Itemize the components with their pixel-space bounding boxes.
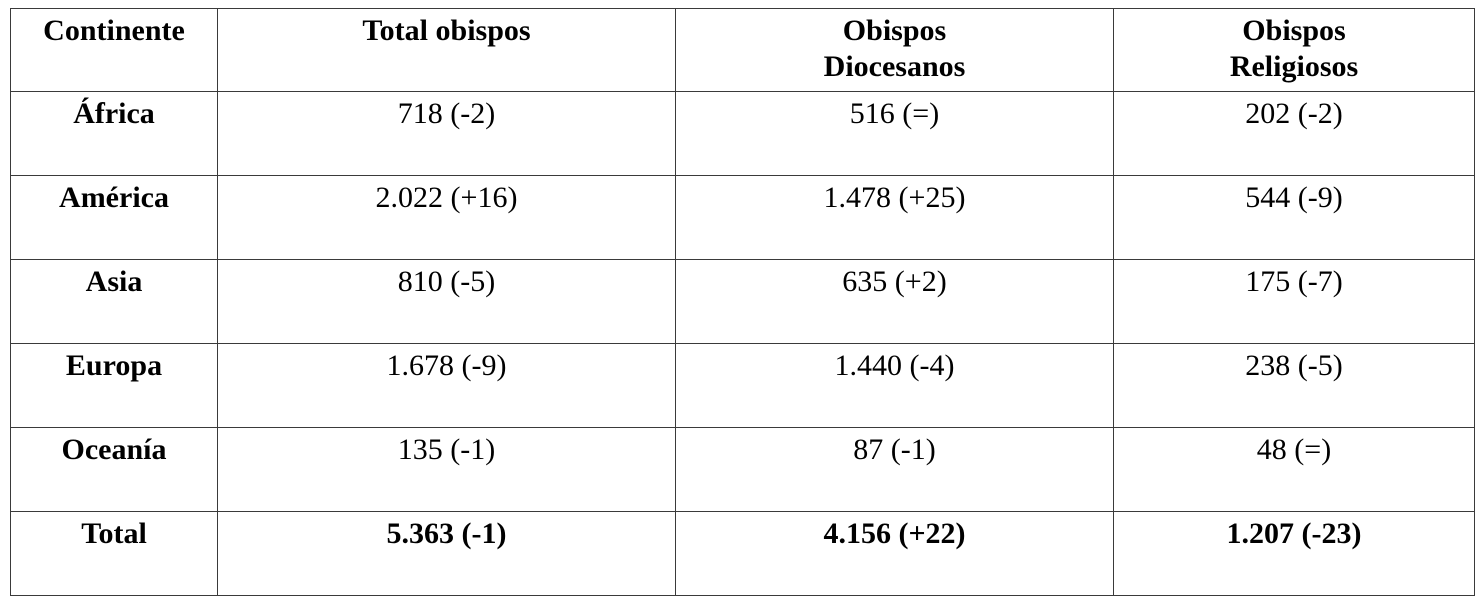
cell: 135 (-1): [217, 427, 676, 512]
cell: 635 (+2): [675, 259, 1114, 344]
row-label: África: [10, 91, 218, 176]
header-cell: Obispos Diocesanos: [675, 8, 1114, 92]
cell: 175 (-7): [1113, 259, 1475, 344]
cell: 1.678 (-9): [217, 343, 676, 428]
row-label: Total: [10, 511, 218, 596]
header-text: Obispos: [1242, 14, 1346, 47]
header-text: Diocesanos: [823, 50, 966, 83]
cell: 718 (-2): [217, 91, 676, 176]
row-label: Oceanía: [10, 427, 218, 512]
cell: 2.022 (+16): [217, 175, 676, 260]
cell: 202 (-2): [1113, 91, 1475, 176]
cell: 48 (=): [1113, 427, 1475, 512]
table-row: Asia 810 (-5) 635 (+2) 175 (-7): [10, 259, 1475, 344]
table-row: África 718 (-2) 516 (=) 202 (-2): [10, 91, 1475, 176]
row-label: Asia: [10, 259, 218, 344]
bishops-table: Continente Total obispos Obispos Diocesanos…: [10, 8, 1475, 596]
header-cell: Total obispos: [217, 8, 676, 92]
cell: 544 (-9): [1113, 175, 1475, 260]
header-cell: Obispos Religiosos: [1113, 8, 1475, 92]
cell: 5.363 (-1): [217, 511, 676, 596]
table-row: Oceanía 135 (-1) 87 (-1) 48 (=): [10, 427, 1475, 512]
cell: 516 (=): [675, 91, 1114, 176]
header-row: Continente Total obispos Obispos Diocesanos…: [10, 8, 1475, 92]
cell: 1.207 (-23): [1113, 511, 1475, 596]
header-cell: Continente: [10, 8, 218, 92]
cell: 1.478 (+25): [675, 175, 1114, 260]
header-text: Total obispos: [362, 14, 531, 47]
cell: 238 (-5): [1113, 343, 1475, 428]
table-header: Continente Total obispos Obispos Diocesanos…: [10, 8, 1475, 92]
table-row: Europa 1.678 (-9) 1.440 (-4) 238 (-5): [10, 343, 1475, 428]
cell: 87 (-1): [675, 427, 1114, 512]
table-body: África 718 (-2) 516 (=) 202 (-2) América 2.02…: [10, 91, 1475, 596]
table-row: Total 5.363 (-1) 4.156 (+22) 1.207 (-23): [10, 511, 1475, 596]
header-text: Obispos: [842, 14, 947, 47]
table-row: América 2.022 (+16) 1.478 (+25) 544 (-9): [10, 175, 1475, 260]
header-text: Religiosos: [1229, 50, 1359, 83]
cell: 1.440 (-4): [675, 343, 1114, 428]
cell: 4.156 (+22): [675, 511, 1114, 596]
row-label: América: [10, 175, 218, 260]
row-label: Europa: [10, 343, 218, 428]
header-text: Continente: [43, 14, 185, 47]
cell: 810 (-5): [217, 259, 676, 344]
